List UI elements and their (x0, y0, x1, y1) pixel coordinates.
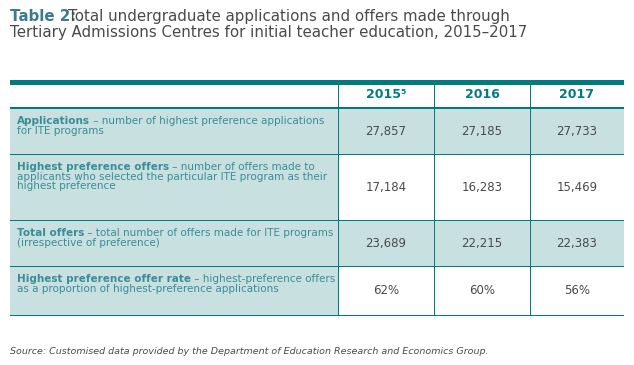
Text: 16,283: 16,283 (462, 181, 503, 193)
Text: 27,733: 27,733 (557, 124, 597, 138)
Bar (10, 266, 338, 316)
Text: 60%: 60% (469, 284, 495, 297)
Text: 22,215: 22,215 (462, 237, 503, 250)
Text: Table 2:: Table 2: (10, 9, 81, 24)
Text: 62%: 62% (373, 284, 399, 297)
Bar (530, 220, 624, 266)
Text: 22,383: 22,383 (557, 237, 597, 250)
Text: Highest preference offer rate: Highest preference offer rate (17, 274, 191, 284)
Text: – number of offers made to: – number of offers made to (169, 162, 315, 172)
Text: 2016: 2016 (465, 88, 500, 100)
Bar (10, 315, 624, 316)
Bar (10, 108, 338, 154)
Bar (434, 108, 530, 154)
Bar (10, 220, 624, 221)
Bar (434, 154, 530, 220)
Bar (10, 80, 624, 85)
Bar (10, 108, 624, 109)
Text: Total offers: Total offers (17, 228, 84, 238)
Bar (338, 108, 434, 154)
Text: Total undergraduate applications and offers made through: Total undergraduate applications and off… (68, 9, 510, 24)
Bar (530, 108, 624, 154)
Text: Source: Customised data provided by the Department of Education Research and Eco: Source: Customised data provided by the … (10, 346, 489, 356)
Text: 2017: 2017 (559, 88, 595, 100)
Text: (irrespective of preference): (irrespective of preference) (17, 238, 160, 247)
Text: 56%: 56% (564, 284, 590, 297)
Bar (338, 266, 434, 316)
Bar (10, 154, 338, 220)
Bar (338, 220, 434, 266)
Text: for ITE programs: for ITE programs (17, 126, 104, 135)
Text: as a proportion of highest-preference applications: as a proportion of highest-preference ap… (17, 284, 279, 293)
Bar (434, 266, 530, 316)
Text: 2015⁵: 2015⁵ (366, 88, 406, 100)
Text: 27,857: 27,857 (365, 124, 406, 138)
Text: applicants who selected the particular ITE program as their: applicants who selected the particular I… (17, 172, 327, 181)
Bar (10, 80, 624, 108)
Bar (530, 80, 531, 316)
Text: – highest-preference offers: – highest-preference offers (191, 274, 335, 284)
Text: 23,689: 23,689 (365, 237, 406, 250)
Bar (338, 154, 434, 220)
Text: 27,185: 27,185 (462, 124, 503, 138)
Text: – number of highest preference applications: – number of highest preference applicati… (90, 116, 325, 126)
Bar (10, 220, 338, 266)
Bar (434, 220, 530, 266)
Text: Applications: Applications (17, 116, 90, 126)
Bar (10, 154, 624, 155)
Bar (434, 80, 435, 316)
Bar (338, 80, 339, 316)
Text: Tertiary Admissions Centres for initial teacher education, 2015–2017: Tertiary Admissions Centres for initial … (10, 25, 527, 40)
Bar (10, 107, 624, 108)
Text: – total number of offers made for ITE programs: – total number of offers made for ITE pr… (84, 228, 333, 238)
Text: 15,469: 15,469 (557, 181, 598, 193)
Text: highest preference: highest preference (17, 181, 115, 191)
Text: 17,184: 17,184 (365, 181, 406, 193)
Bar (530, 154, 624, 220)
Bar (530, 266, 624, 316)
Text: Highest preference offers: Highest preference offers (17, 162, 169, 172)
Bar (10, 266, 624, 267)
